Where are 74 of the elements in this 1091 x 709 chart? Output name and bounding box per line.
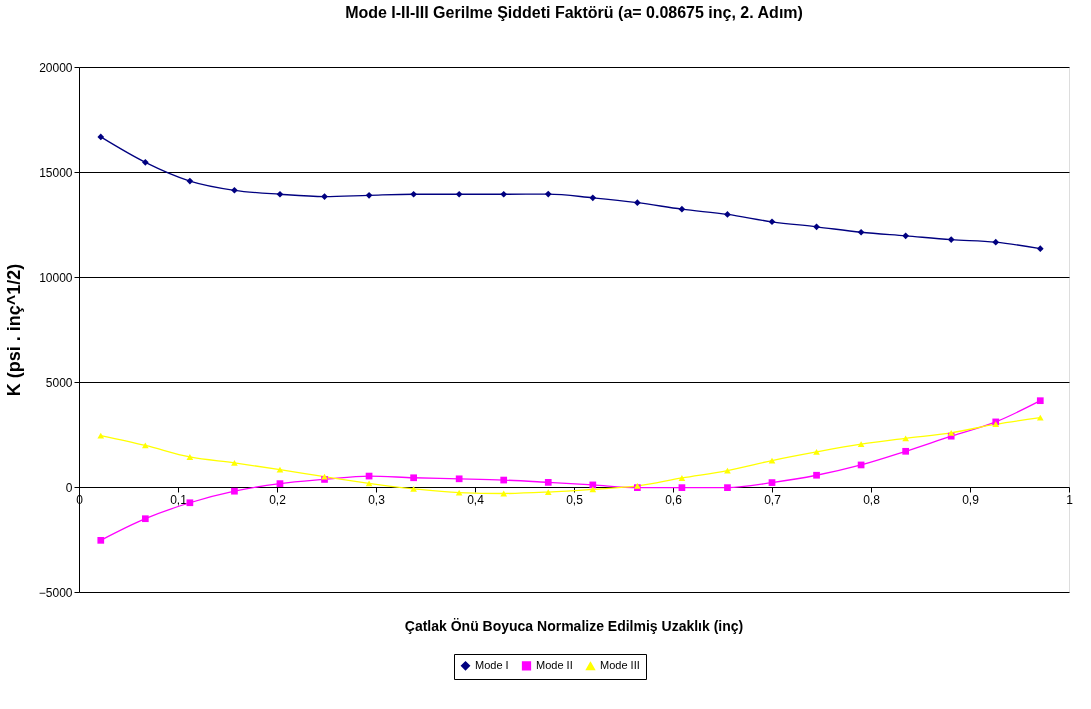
y-tick-label: 15000 <box>39 165 73 180</box>
point <box>410 485 417 492</box>
point <box>589 194 597 202</box>
point <box>231 487 238 495</box>
point <box>678 475 686 481</box>
point <box>634 199 641 207</box>
point <box>1036 397 1044 405</box>
point <box>1036 414 1044 421</box>
point <box>186 454 194 460</box>
point <box>813 449 820 455</box>
point <box>947 429 955 436</box>
x-tick-label: 0,2 <box>269 492 287 507</box>
point <box>589 481 597 489</box>
point <box>768 457 776 464</box>
x-tick-label: 0,1 <box>170 492 188 507</box>
y-tick-label: 0 <box>65 480 73 495</box>
x-tick-label: 0,9 <box>962 492 980 507</box>
point <box>231 459 238 466</box>
x-tick-label: 0,4 <box>467 492 485 507</box>
point <box>857 228 865 236</box>
point <box>678 484 686 491</box>
point <box>276 190 284 198</box>
point <box>410 190 417 198</box>
x-axis-title: Çatlak Önü Boyuca Normalize Edilmiş Uzaklık (inç) <box>404 618 744 634</box>
point <box>724 211 731 218</box>
y-tick-label: −5000 <box>38 585 73 600</box>
y-tick-label: 10000 <box>39 270 73 285</box>
y-axis-title: K (psi . inç^1/2) <box>3 263 24 397</box>
point <box>544 190 552 198</box>
point <box>231 186 238 194</box>
point <box>902 435 909 442</box>
legend-label: Mode III <box>600 659 640 672</box>
point <box>992 238 1000 246</box>
point <box>141 515 149 523</box>
point <box>947 236 955 243</box>
point <box>97 133 105 141</box>
x-tick-label: 0,7 <box>764 492 782 507</box>
x-tick-label: 0,8 <box>863 492 881 507</box>
point <box>768 479 776 486</box>
point <box>276 480 284 487</box>
point <box>1036 245 1044 252</box>
legend-label: Mode I <box>475 658 509 671</box>
point <box>544 479 552 486</box>
point <box>902 447 909 455</box>
x-tick-label: 0,5 <box>566 492 584 507</box>
point <box>365 480 373 487</box>
x-tick-label: 0,6 <box>665 492 683 507</box>
point <box>365 191 373 199</box>
legend-label: Mode II <box>536 658 573 671</box>
point <box>410 474 417 482</box>
point <box>857 441 865 448</box>
chart-title: Mode I-II-III Gerilme Şiddeti Faktörü (a= 0.08675 inç, 2. Adım) <box>345 4 803 21</box>
point <box>724 467 731 474</box>
point <box>500 476 508 484</box>
y-tick-label: 20000 <box>39 60 73 75</box>
point <box>678 205 686 213</box>
y-tick-label: 5000 <box>45 375 73 390</box>
point <box>589 486 597 493</box>
point <box>97 536 105 544</box>
point <box>455 489 463 496</box>
point <box>141 158 149 166</box>
point <box>544 489 552 495</box>
x-tick-label: 0,3 <box>368 492 386 507</box>
point <box>724 484 731 491</box>
point <box>186 177 194 185</box>
x-tick-label: 1 <box>1066 492 1074 507</box>
point <box>455 190 463 198</box>
point <box>455 475 463 483</box>
point <box>321 193 328 200</box>
point <box>902 232 909 240</box>
point <box>813 223 820 231</box>
point <box>813 471 820 479</box>
point <box>500 190 508 198</box>
point <box>768 218 776 226</box>
